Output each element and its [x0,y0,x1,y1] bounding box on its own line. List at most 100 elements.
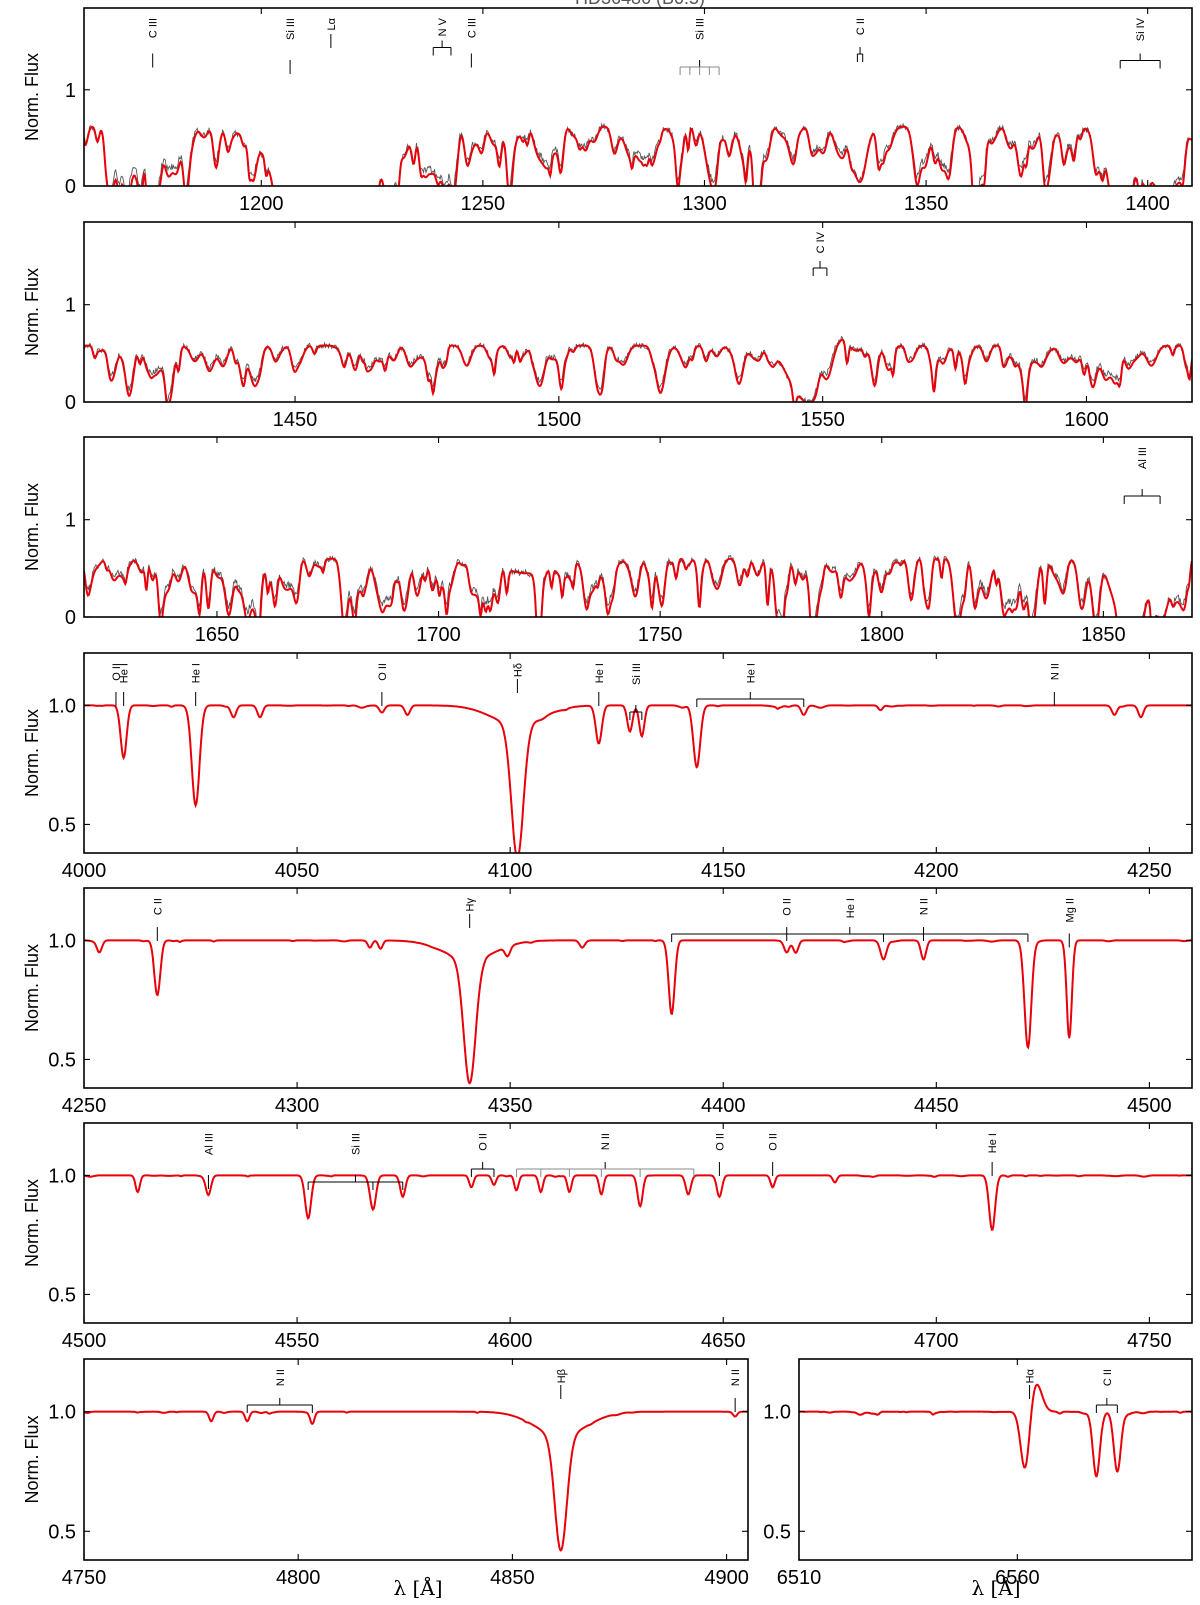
x-tick-label: 1200 [239,193,284,215]
line-id: Mg II [1064,898,1076,948]
line-id: Al III [1123,447,1161,504]
y-tick-label: 1 [65,80,76,102]
panel-frame [83,221,1193,403]
model-spectrum [84,1410,748,1552]
line-id: Hα [1025,1368,1037,1399]
y-axis-label: Norm. Flux [22,709,42,797]
line-id-label: Si III [350,1133,362,1155]
y-tick-label: 1.0 [763,1402,791,1424]
line-id-label: He I [987,1133,999,1153]
x-tick-label: 4650 [701,1330,746,1352]
line-id: C II [855,18,867,62]
line-id: C III [148,18,160,68]
x-tick-label: 4850 [490,1567,535,1589]
panel-frame [83,436,1193,618]
line-id: N V [432,17,452,56]
line-id-label: He I [119,663,131,683]
panel-frame [83,1358,749,1561]
x-tick-label: 1550 [800,409,845,431]
y-axis-label: Norm. Flux [22,53,42,141]
y-axis-label: Norm. Flux [22,1415,42,1503]
x-tick-label: 1450 [273,409,318,431]
line-id: Hγ [465,898,477,928]
line-id-label: O II [377,663,389,681]
line-id-label: C II [1102,1369,1114,1386]
y-tick-label: 1.0 [48,930,76,952]
line-id-label: C III [148,18,160,38]
x-tick-label: 6560 [995,1567,1040,1589]
y-tick-label: 1.0 [48,695,76,717]
line-id: O II [111,663,123,706]
line-id-label: Si IV [1135,17,1147,41]
model-spectrum [84,338,1192,402]
y-tick-label: 1 [65,295,76,317]
y-tick-label: 0.5 [48,814,76,836]
line-id-label: O II [714,1133,726,1151]
x-tick-label: 4750 [1127,1330,1172,1352]
line-id-label: O II [782,898,794,916]
line-id: N II [246,1369,313,1413]
line-id: N II [919,898,931,941]
line-id-label: Hδ [512,663,524,677]
model-spectrum [799,1383,1192,1478]
x-tick-label: 1750 [638,624,683,646]
x-tick-label: 1700 [416,624,461,646]
observed-spectrum [84,704,1192,853]
x-tick-label: 4900 [704,1567,749,1589]
y-tick-label: 0 [65,392,76,414]
line-id: N II [730,1369,742,1412]
x-tick-label: 4150 [701,860,746,882]
line-id-label: C III [466,18,478,38]
x-tick-label: 4600 [488,1330,533,1352]
x-tick-label: 1300 [682,193,727,215]
line-id-label: N II [275,1369,287,1386]
x-tick-label: 1800 [860,624,905,646]
line-id-label: O II [768,1133,780,1151]
line-id-label: He I [191,663,203,683]
line-id-label: Hγ [465,898,477,912]
line-id-label: Hα [1025,1368,1037,1383]
line-id: C IV [812,231,828,276]
panel-frame [83,652,1193,854]
y-tick-label: 0.5 [763,1521,791,1543]
x-axis-label-left: λ [Å] [393,1575,442,1600]
y-tick-label: 0 [65,176,76,198]
y-tick-label: 0.5 [48,1284,76,1306]
panel-7: 4750 4800 4850 4900 0.5 1.0 Norm. Flux N II Hβ N … [22,1358,749,1589]
model-spectrum [84,125,1192,186]
panel-frame [83,887,1193,1089]
observed-spectrum [84,1410,748,1551]
line-id: He I [696,663,805,707]
line-id: He I [191,663,203,706]
line-id-label: Al III [203,1133,215,1155]
model-spectrum [84,939,1192,1085]
line-id-label: He I [745,663,757,683]
line-id-label: O II [478,1133,490,1151]
x-tick-label: 4400 [701,1095,746,1117]
line-id-label: He I [594,663,606,683]
model-spectrum [84,557,1192,617]
y-tick-label: 1.0 [48,1402,76,1424]
line-id: Al III [203,1133,215,1189]
x-tick-label: 4000 [62,860,107,882]
line-id: O II [782,898,794,941]
line-id: Hβ [556,1369,568,1399]
line-id-label: O II [111,663,123,681]
panel-3: 1650 1700 1750 1800 1850 0 1 Norm. Flux Al III [22,436,1193,646]
line-id: Hδ [512,663,524,693]
x-tick-label: 1850 [1081,624,1126,646]
line-id-label: Hβ [556,1369,568,1383]
line-id: C II [152,898,164,941]
line-id: Lα [326,17,338,48]
x-tick-label: 1250 [461,193,506,215]
model-spectrum [84,1174,1192,1231]
y-tick-label: 0 [65,607,76,629]
line-id-label: Si III [631,663,643,685]
line-id: He I [119,663,131,706]
x-tick-label: 4500 [62,1330,107,1352]
y-axis-label: Norm. Flux [22,1179,42,1267]
x-tick-label: 1650 [195,624,240,646]
line-id-label: Si III [285,18,297,40]
line-id: He I [671,898,1029,942]
